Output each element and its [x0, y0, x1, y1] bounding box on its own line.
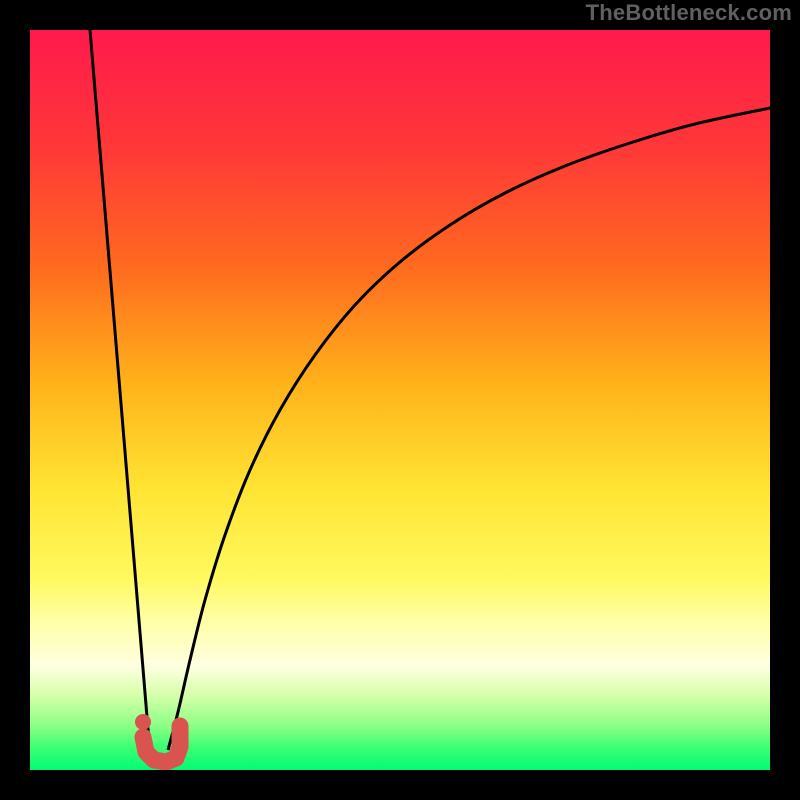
plot-svg — [30, 30, 770, 770]
watermark-text: TheBottleneck.com — [586, 0, 792, 26]
marker-dot — [135, 714, 151, 730]
chart-frame: TheBottleneck.com — [0, 0, 800, 800]
plot-area — [30, 30, 770, 770]
